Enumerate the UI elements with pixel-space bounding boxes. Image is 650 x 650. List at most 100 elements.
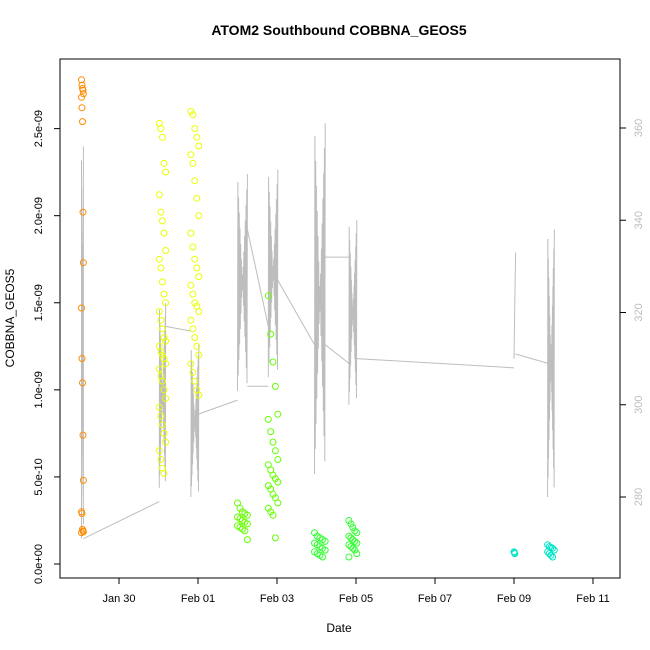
data-point — [158, 133, 166, 141]
data-point — [158, 421, 166, 429]
data-point — [155, 308, 163, 315]
data-point — [193, 264, 201, 272]
data-point — [160, 229, 168, 237]
data-point — [78, 510, 86, 517]
data-point — [157, 456, 165, 463]
data-point — [79, 476, 87, 484]
secondary-line-segment — [513, 252, 517, 359]
data-point — [160, 386, 168, 394]
data-point — [236, 504, 244, 512]
y-axis-label: COBBNA_GEOS5 — [3, 268, 17, 367]
data-point — [189, 325, 197, 333]
secondary-line-connector — [515, 353, 548, 364]
secondary-line-connector — [246, 229, 269, 327]
y-tick-label: 0.0e+00 — [33, 544, 45, 584]
data-point — [319, 553, 326, 561]
y-axis-left: 0.0e+00 5.0e-10 1.0e-09 1.5e-09 2.0e-09 2.5e-… — [33, 110, 61, 584]
y-tick-label: 1.0e-09 — [33, 371, 45, 408]
data-point — [347, 534, 355, 542]
data-point — [160, 290, 168, 298]
secondary-line-segment — [314, 123, 326, 474]
data-point — [187, 316, 195, 324]
data-point — [321, 546, 329, 554]
y2-tick-label: 340 — [633, 211, 645, 229]
data-point — [195, 212, 203, 220]
data-point — [349, 544, 357, 552]
data-point — [187, 281, 195, 289]
x-axis-label: Date — [326, 621, 352, 635]
data-point — [351, 546, 359, 554]
data-point — [351, 527, 359, 535]
data-point — [78, 304, 85, 312]
data-point — [274, 456, 282, 463]
data-point — [347, 543, 355, 551]
secondary-line-segment — [237, 174, 248, 391]
data-point — [155, 191, 163, 199]
y-tick-label: 1.5e-09 — [33, 284, 45, 321]
data-point — [274, 410, 282, 418]
secondary-line-segment — [348, 220, 358, 405]
data-point — [544, 548, 552, 556]
data-point — [158, 278, 166, 286]
data-point — [79, 431, 87, 439]
data-point — [345, 553, 353, 561]
data-point — [195, 391, 203, 399]
secondary-line-segment — [547, 229, 555, 498]
data-point — [157, 412, 165, 420]
data-point — [549, 553, 557, 561]
data-point — [345, 541, 353, 549]
x-tick-label: Feb 03 — [260, 593, 294, 605]
secondary-line-connector — [190, 413, 200, 420]
data-point — [157, 125, 165, 133]
y2-tick-label: 280 — [633, 488, 645, 506]
data-point — [351, 537, 359, 545]
data-point — [195, 351, 203, 359]
data-point — [321, 537, 329, 545]
data-point — [160, 334, 168, 342]
data-point — [347, 520, 355, 528]
data-point — [187, 229, 195, 237]
data-point — [269, 511, 277, 519]
data-point — [271, 447, 279, 455]
data-point — [274, 499, 282, 507]
data-point — [187, 107, 195, 115]
chart-title: ATOM2 Southbound COBBNA_GEOS5 — [211, 22, 467, 38]
data-point — [349, 523, 357, 531]
data-point — [78, 104, 86, 112]
data-point — [79, 86, 87, 94]
data-point — [162, 395, 170, 402]
data-point — [191, 255, 199, 263]
data-point — [155, 447, 163, 455]
secondary-line-connector — [165, 325, 191, 332]
secondary-line-connector — [198, 399, 238, 415]
data-point — [160, 159, 168, 167]
data-point — [160, 469, 168, 477]
data-point — [79, 90, 87, 98]
y-axis-right: 280 300 320 340 360 — [619, 119, 645, 506]
data-point — [271, 534, 279, 542]
data-point — [79, 118, 86, 126]
data-point — [158, 377, 166, 385]
data-point — [353, 550, 361, 558]
data-point — [158, 325, 166, 333]
data-point — [511, 550, 519, 558]
data-point — [78, 355, 86, 362]
y2-tick-label: 300 — [633, 396, 645, 414]
data-point — [78, 93, 85, 101]
secondary-line-segment — [267, 169, 279, 378]
data-point — [547, 551, 555, 559]
data-point — [193, 133, 201, 141]
data-point — [191, 299, 199, 307]
y2-tick-label: 320 — [633, 303, 645, 321]
data-point — [78, 76, 85, 84]
data-point — [264, 415, 272, 423]
data-point — [157, 316, 165, 324]
data-point — [193, 342, 201, 350]
data-point — [345, 532, 353, 540]
x-tick-label: Feb 11 — [576, 593, 609, 605]
x-tick-label: Jan 30 — [102, 593, 135, 605]
data-point — [162, 360, 170, 368]
x-axis: Jan 30 Feb 01 Feb 03 Feb 05 Feb 07 Feb 09 Feb … — [102, 577, 610, 605]
data-point — [158, 351, 166, 359]
data-point — [187, 360, 195, 368]
